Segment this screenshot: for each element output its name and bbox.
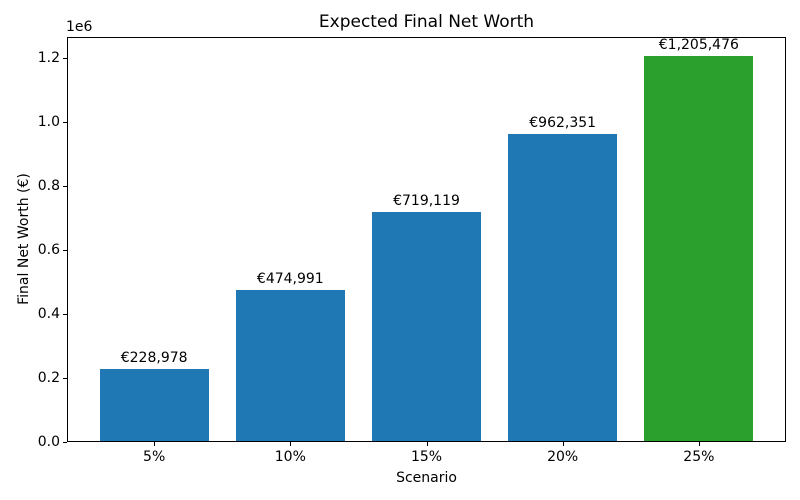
y-tick-label: 0.0: [37, 434, 60, 450]
x-tick-label: 20%: [547, 449, 579, 465]
y-tick-label: 1.2: [37, 50, 60, 67]
bar: [372, 211, 481, 441]
bar: [235, 290, 345, 441]
x-tick-label: 15%: [410, 449, 443, 465]
x-axis-label: Scenario: [396, 470, 457, 486]
y-tick-label: 0.4: [37, 306, 60, 322]
x-tick-label: 5%: [143, 449, 166, 465]
bar: [644, 56, 754, 441]
bar-value-label: €719,119: [393, 192, 460, 209]
bar-value-label: €1,205,476: [658, 37, 739, 54]
x-tick-mark: [426, 442, 428, 446]
bar-value-label: €228,978: [120, 349, 188, 366]
y-tick-label: 0.6: [37, 242, 60, 259]
bar: [99, 368, 209, 441]
y-tick-mark: [63, 441, 67, 443]
y-tick-label: 0.8: [37, 178, 60, 195]
x-tick-mark: [154, 442, 156, 446]
y-tick-mark: [63, 249, 67, 251]
y-tick-label: 0.2: [37, 370, 60, 386]
x-tick-mark: [290, 442, 292, 446]
x-tick-label: 10%: [274, 449, 306, 465]
y-tick-mark: [63, 57, 67, 59]
x-tick-mark: [562, 442, 564, 446]
y-tick-mark: [63, 377, 67, 379]
y-axis-offset-label: 1e6: [66, 19, 93, 35]
bar: [508, 134, 618, 441]
chart-title: Expected Final Net Worth: [318, 12, 535, 32]
y-tick-mark: [63, 313, 67, 315]
y-tick-mark: [63, 185, 67, 187]
x-tick-label: 25%: [683, 449, 715, 465]
y-tick-mark: [63, 121, 67, 123]
bar-value-label: €474,991: [256, 271, 324, 288]
bar-value-label: €962,351: [529, 115, 597, 132]
x-tick-mark: [698, 442, 700, 446]
y-tick-label: 1.0: [37, 114, 60, 131]
